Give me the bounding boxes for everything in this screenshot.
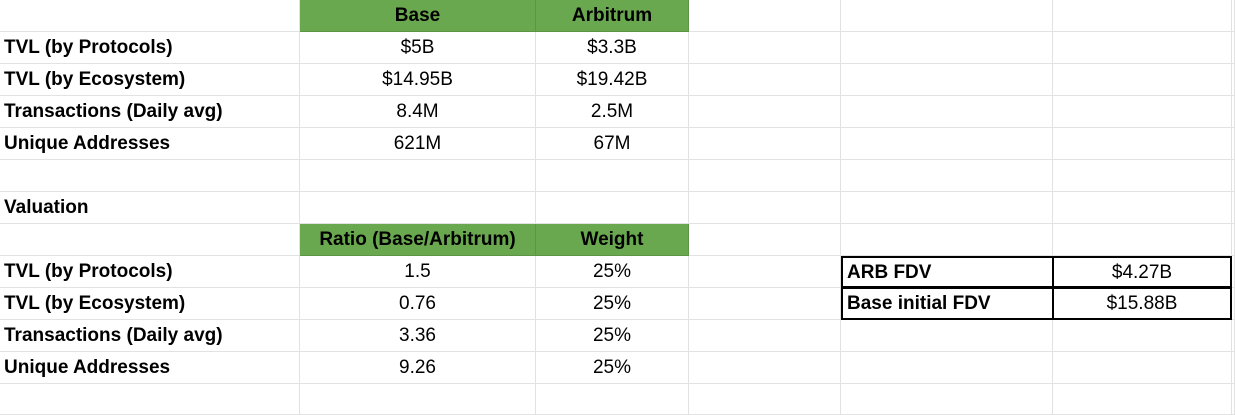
cell-d7[interactable]	[689, 192, 841, 224]
header-base[interactable]: Base	[300, 0, 536, 32]
cell-f5[interactable]	[1053, 128, 1232, 160]
cell-f11[interactable]	[1053, 320, 1232, 352]
valuation-label-transactions[interactable]: Transactions (Daily avg)	[0, 320, 300, 352]
fdv-value-arb[interactable]: $4.27B	[1053, 256, 1232, 288]
cell-f3[interactable]	[1053, 64, 1232, 96]
cell-f12[interactable]	[1053, 352, 1232, 384]
header-ratio[interactable]: Ratio (Base/Arbitrum)	[300, 224, 536, 256]
cell-e7[interactable]	[841, 192, 1053, 224]
ratio-tvl-ecosystem[interactable]: 0.76	[300, 288, 536, 320]
row-label-tvl-protocols[interactable]: TVL (by Protocols)	[0, 32, 300, 64]
weight-transactions[interactable]: 25%	[536, 320, 689, 352]
cell-f6[interactable]	[1053, 160, 1232, 192]
ratio-unique-addresses[interactable]: 9.26	[300, 352, 536, 384]
cell-f2[interactable]	[1053, 32, 1232, 64]
cell-e4[interactable]	[841, 96, 1053, 128]
cell-d2[interactable]	[689, 32, 841, 64]
cell-f8[interactable]	[1053, 224, 1232, 256]
cell-d1[interactable]	[689, 0, 841, 32]
cell-c13[interactable]	[536, 384, 689, 415]
header-arbitrum[interactable]: Arbitrum	[536, 0, 689, 32]
cell-d5[interactable]	[689, 128, 841, 160]
weight-tvl-ecosystem[interactable]: 25%	[536, 288, 689, 320]
valuation-label-tvl-ecosystem[interactable]: TVL (by Ecosystem)	[0, 288, 300, 320]
cell-b13[interactable]	[300, 384, 536, 415]
weight-tvl-protocols[interactable]: 25%	[536, 256, 689, 288]
cell-d4[interactable]	[689, 96, 841, 128]
cell-e6[interactable]	[841, 160, 1053, 192]
cell-a8[interactable]	[0, 224, 300, 256]
cell-a6[interactable]	[0, 160, 300, 192]
base-tvl-protocols[interactable]: $5B	[300, 32, 536, 64]
cell-d12[interactable]	[689, 352, 841, 384]
ratio-transactions[interactable]: 3.36	[300, 320, 536, 352]
fdv-value-base[interactable]: $15.88B	[1053, 288, 1232, 320]
cell-e5[interactable]	[841, 128, 1053, 160]
cell-c7[interactable]	[536, 192, 689, 224]
arbitrum-unique-addresses[interactable]: 67M	[536, 128, 689, 160]
cell-d6[interactable]	[689, 160, 841, 192]
cell-e3[interactable]	[841, 64, 1053, 96]
cell-a1[interactable]	[0, 0, 300, 32]
cell-e13[interactable]	[841, 384, 1053, 415]
cell-f4[interactable]	[1053, 96, 1232, 128]
fdv-label-arb[interactable]: ARB FDV	[841, 256, 1053, 288]
row-label-unique-addresses[interactable]: Unique Addresses	[0, 128, 300, 160]
cell-e2[interactable]	[841, 32, 1053, 64]
arbitrum-tvl-ecosystem[interactable]: $19.42B	[536, 64, 689, 96]
valuation-title[interactable]: Valuation	[0, 192, 300, 224]
cell-d8[interactable]	[689, 224, 841, 256]
cell-d13[interactable]	[689, 384, 841, 415]
cell-d9[interactable]	[689, 256, 841, 288]
cell-e1[interactable]	[841, 0, 1053, 32]
row-label-tvl-ecosystem[interactable]: TVL (by Ecosystem)	[0, 64, 300, 96]
cell-d10[interactable]	[689, 288, 841, 320]
cell-f13[interactable]	[1053, 384, 1232, 415]
cell-e8[interactable]	[841, 224, 1053, 256]
cell-a13[interactable]	[0, 384, 300, 415]
cell-d3[interactable]	[689, 64, 841, 96]
cell-d11[interactable]	[689, 320, 841, 352]
row-label-transactions[interactable]: Transactions (Daily avg)	[0, 96, 300, 128]
valuation-label-unique-addresses[interactable]: Unique Addresses	[0, 352, 300, 384]
base-tvl-ecosystem[interactable]: $14.95B	[300, 64, 536, 96]
weight-unique-addresses[interactable]: 25%	[536, 352, 689, 384]
base-unique-addresses[interactable]: 621M	[300, 128, 536, 160]
base-transactions[interactable]: 8.4M	[300, 96, 536, 128]
cell-b7[interactable]	[300, 192, 536, 224]
fdv-label-base[interactable]: Base initial FDV	[841, 288, 1053, 320]
cell-c6[interactable]	[536, 160, 689, 192]
cell-e11[interactable]	[841, 320, 1053, 352]
header-weight[interactable]: Weight	[536, 224, 689, 256]
cell-f1[interactable]	[1053, 0, 1232, 32]
arbitrum-transactions[interactable]: 2.5M	[536, 96, 689, 128]
valuation-label-tvl-protocols[interactable]: TVL (by Protocols)	[0, 256, 300, 288]
cell-f7[interactable]	[1053, 192, 1232, 224]
cell-e12[interactable]	[841, 352, 1053, 384]
arbitrum-tvl-protocols[interactable]: $3.3B	[536, 32, 689, 64]
cell-b6[interactable]	[300, 160, 536, 192]
ratio-tvl-protocols[interactable]: 1.5	[300, 256, 536, 288]
